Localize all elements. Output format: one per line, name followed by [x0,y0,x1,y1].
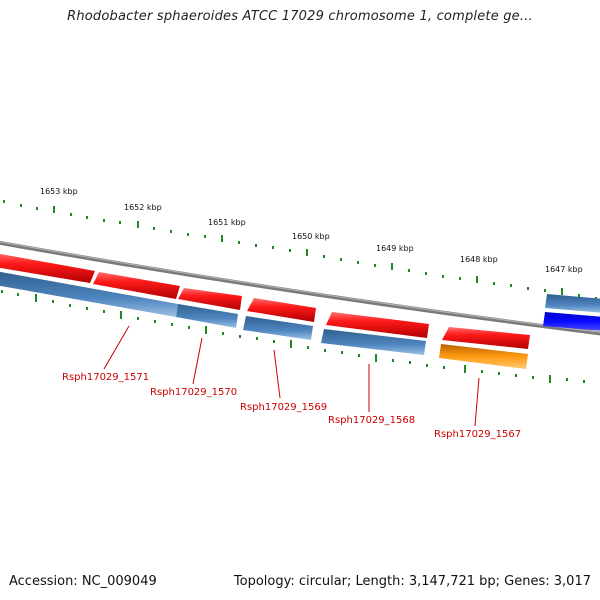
gene-forward-1570[interactable] [178,288,242,310]
gene-label-1571[interactable]: Rsph17029_1571 [62,372,149,383]
gene-reverse-1569[interactable] [243,316,313,340]
gene-reverse-1566[interactable] [545,294,600,313]
scale-label-1651: 1651 kbp [208,218,246,227]
scale-label-1653: 1653 kbp [40,187,78,196]
gene-label-1568[interactable]: Rsph17029_1568 [328,415,415,426]
gene-highlight-1567[interactable] [439,344,528,369]
scale-label-1649: 1649 kbp [376,244,414,253]
chromosome-backbone-highlight [0,241,600,333]
topology-summary: Topology: circular; Length: 3,147,721 bp… [233,574,591,589]
chromosome-backbone [0,240,600,336]
gene-label-leaders [103,325,480,427]
reverse-strand-genes [0,271,600,355]
gene-forward-1568[interactable] [326,312,429,338]
gene-forward-1572[interactable] [0,253,95,283]
scale-label-1650: 1650 kbp [292,232,330,241]
outer-scale-ticks [3,200,597,300]
scale-label-1648: 1648 kbp [460,255,498,264]
gene-forward-1567[interactable] [442,327,530,349]
forward-strand-genes [0,253,530,349]
accession-text: Accession: NC_009049 [9,574,157,589]
gene-forward-1571[interactable] [93,272,180,299]
gene-label-1567[interactable]: Rsph17029_1567 [434,429,521,440]
gene-selected[interactable] [543,312,600,331]
map-title: Rhodobacter sphaeroides ATCC 17029 chrom… [67,9,533,24]
gene-forward-1569[interactable] [247,298,316,322]
inner-scale-ticks [1,290,585,383]
gene-reverse-1571[interactable] [0,271,178,317]
gene-reverse-1570[interactable] [176,304,238,328]
gene-label-1569[interactable]: Rsph17029_1569 [240,402,327,413]
gene-label-1570[interactable]: Rsph17029_1570 [150,387,237,398]
gene-reverse-1568[interactable] [321,329,426,355]
scale-label-1652: 1652 kbp [124,203,162,212]
scale-label-1647: 1647 kbp [545,265,583,274]
